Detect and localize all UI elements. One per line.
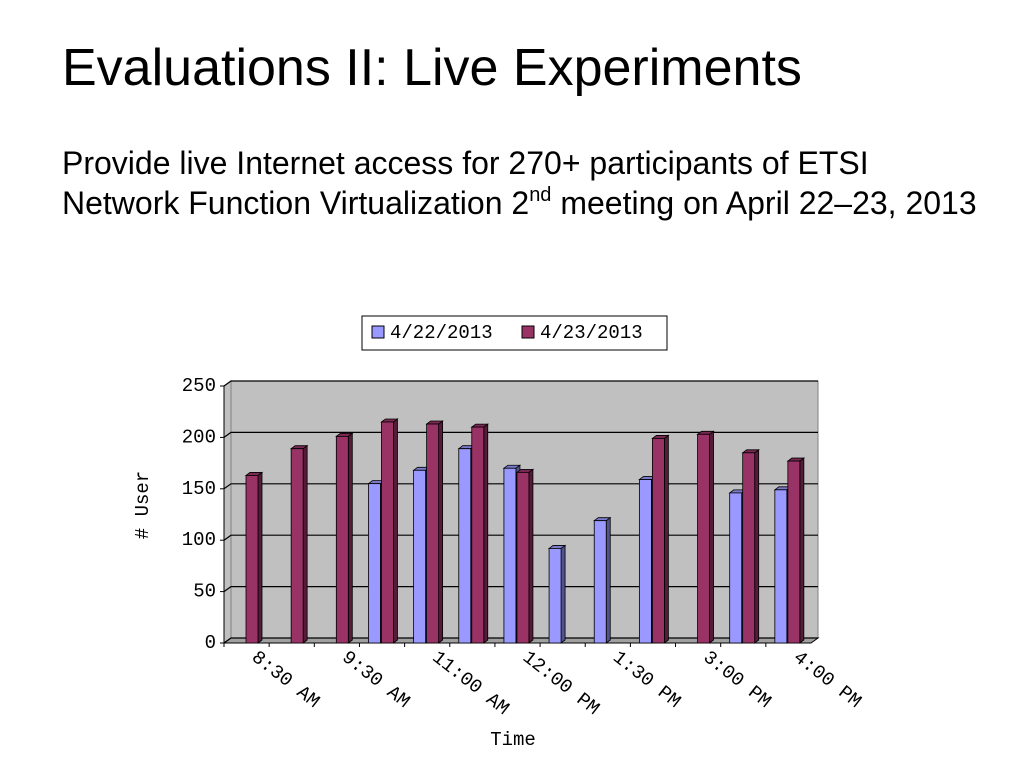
bar [426,423,440,644]
bar [651,438,665,644]
bar [458,448,472,644]
bar-side [528,468,534,644]
bar-side [347,432,353,644]
bar [638,479,652,644]
bar [787,460,801,644]
legend-swatch [521,325,535,339]
bar [516,471,530,644]
bar [245,475,259,644]
x-tick-label: 3:00 PM [699,646,775,712]
bar [290,448,304,644]
bar-side [257,471,263,644]
y-axis-title: # User [132,471,154,539]
x-tick-label: 9:30 AM [338,646,414,712]
bar [548,548,562,644]
grid-line [223,637,818,644]
bar-side [663,434,669,644]
bar-side [483,423,489,644]
grid-line [223,534,818,541]
bar-side [754,449,760,644]
grid-line [223,483,818,490]
bar [697,433,710,644]
y-tick-label: 200 [182,426,216,448]
y-tick-label: 150 [182,478,216,500]
x-tick-label: 11:00 AM [428,646,513,719]
y-tick-label: 0 [205,632,216,654]
legend-label: 4/23/2013 [540,322,643,344]
body-text: Provide live Internet access for 270+ pa… [62,145,869,221]
bar [471,426,485,644]
bar-side [799,457,805,644]
bar [742,452,756,644]
bar [368,483,381,644]
legend-swatch [371,325,385,339]
bar-side [302,444,308,644]
grid-line [223,431,818,438]
x-tick-label: 4:00 PM [789,646,865,712]
grid-line [223,585,818,593]
bar [335,435,349,644]
y-tick-label: 250 [182,375,216,397]
body-superscript: nd [529,184,552,206]
bar-side [438,420,444,644]
bar [503,467,517,644]
bar-side [605,516,611,644]
bar [413,469,427,644]
legend-box [361,315,668,351]
side-wall [223,380,232,644]
body-text: meeting on April 22–23, 2013 [551,185,977,221]
bar [381,421,394,644]
x-tick-label: 12:00 PM [518,646,603,719]
grid-line [223,380,818,387]
bar [593,520,607,644]
bar-side [393,418,398,644]
x-tick-label: 8:30 AM [247,646,323,712]
bar-side [560,544,566,644]
bar-side [709,430,714,644]
bar [774,489,788,644]
y-tick-label: 50 [193,581,216,603]
bar [729,492,743,644]
x-axis-title: Time [490,729,536,751]
x-tick-label: 1:30 PM [608,646,684,712]
slide-body: Provide live Internet access for 270+ pa… [62,143,992,223]
slide-title: Evaluations II: Live Experiments [62,39,802,97]
legend-label: 4/22/2013 [390,322,493,344]
y-tick-label: 100 [182,529,216,551]
